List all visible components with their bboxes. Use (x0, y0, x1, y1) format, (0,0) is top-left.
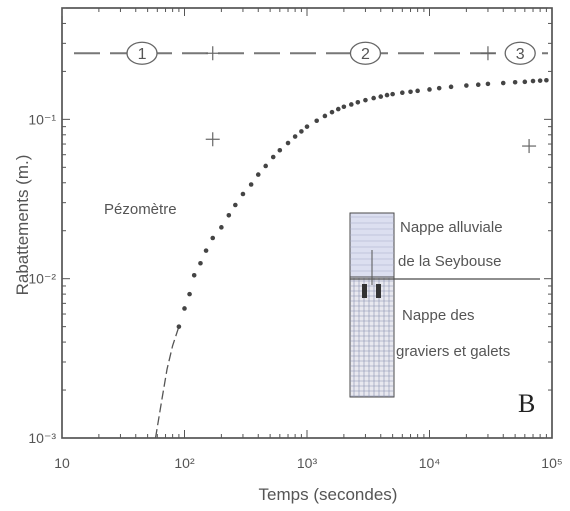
data-point (512, 79, 518, 85)
data-point (182, 306, 187, 311)
x-tick-label: 10³ (297, 455, 318, 471)
drawdown-points (176, 77, 549, 329)
data-point (384, 92, 390, 98)
panel-letter: B (518, 389, 535, 418)
upper-layer-label-2: de la Seybouse (398, 253, 501, 270)
data-point (349, 102, 354, 107)
data-point (219, 225, 224, 230)
piezometer-label: Pézomètre (104, 201, 177, 218)
data-point (176, 324, 182, 329)
data-point (363, 97, 368, 103)
y-axis-title: Rabattements (m.) (13, 155, 32, 296)
data-point (378, 94, 384, 99)
data-point (277, 147, 283, 153)
data-point (355, 99, 361, 105)
y-tick-label: 10⁻² (28, 271, 56, 287)
x-tick-label: 10⁴ (419, 455, 441, 471)
data-point (210, 235, 216, 241)
data-point (226, 212, 232, 218)
data-point (203, 248, 209, 253)
screen-mark-left (362, 284, 367, 298)
y-tick-label: 10⁻³ (28, 430, 56, 446)
data-point (304, 124, 310, 129)
data-point (464, 83, 469, 88)
x-axis-ticks: 10 10² 10³ 10⁴ 10⁵ (54, 8, 563, 471)
lower-layer-grid (350, 216, 394, 397)
data-point (299, 129, 304, 134)
strata-column (349, 212, 540, 398)
zone-circle (126, 41, 158, 65)
y-axis-ticks: 10⁻³ 10⁻² 10⁻¹ (28, 7, 552, 446)
data-point (240, 191, 246, 197)
data-point (371, 95, 376, 101)
data-point (292, 134, 298, 139)
data-point (522, 79, 528, 85)
screen-mark-right (376, 284, 381, 298)
zone-labels: 1 2 3 (126, 41, 536, 65)
data-point (544, 77, 549, 83)
data-point (500, 80, 506, 86)
early-dashed-curve (154, 326, 180, 439)
lower-layer-label-2: graviers et galets (396, 343, 510, 360)
lower-layer-block (349, 276, 395, 398)
data-point (485, 81, 491, 87)
data-point (255, 172, 261, 177)
zone-number: 2 (361, 46, 370, 63)
data-point (400, 90, 405, 96)
data-point (530, 78, 536, 84)
x-tick-label: 10² (174, 455, 195, 471)
data-point (448, 84, 454, 90)
data-point (408, 89, 413, 95)
data-point (270, 154, 276, 160)
zone-number: 3 (516, 46, 525, 63)
zone-number: 1 (138, 46, 147, 63)
x-tick-label: 10 (54, 455, 70, 471)
zone-circle (349, 41, 382, 65)
data-point (427, 87, 432, 92)
data-point (415, 88, 420, 94)
y-tick-label: 10⁻¹ (28, 111, 56, 127)
data-point (537, 78, 543, 83)
data-point (341, 104, 347, 110)
zone-circle (504, 41, 536, 65)
data-point (335, 106, 341, 112)
cross-markers (205, 46, 537, 154)
data-point (191, 273, 197, 278)
data-point (263, 163, 268, 169)
upper-layer-label-1: Nappe alluviale (400, 219, 503, 236)
data-point (198, 260, 203, 266)
data-point (233, 202, 238, 208)
lower-layer-label-1: Nappe des (402, 307, 475, 324)
data-point (436, 85, 442, 91)
data-point (248, 182, 254, 187)
data-point (187, 291, 192, 297)
x-axis-title: Temps (secondes) (259, 485, 398, 504)
data-point (390, 91, 395, 97)
x-tick-label: 10⁵ (541, 455, 562, 471)
data-point (329, 109, 335, 115)
data-point (314, 118, 319, 124)
data-point (322, 113, 328, 119)
data-point (475, 82, 481, 88)
data-point (285, 140, 291, 146)
